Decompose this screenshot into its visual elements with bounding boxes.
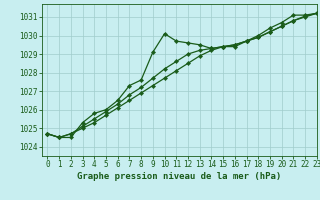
X-axis label: Graphe pression niveau de la mer (hPa): Graphe pression niveau de la mer (hPa) (77, 172, 281, 181)
